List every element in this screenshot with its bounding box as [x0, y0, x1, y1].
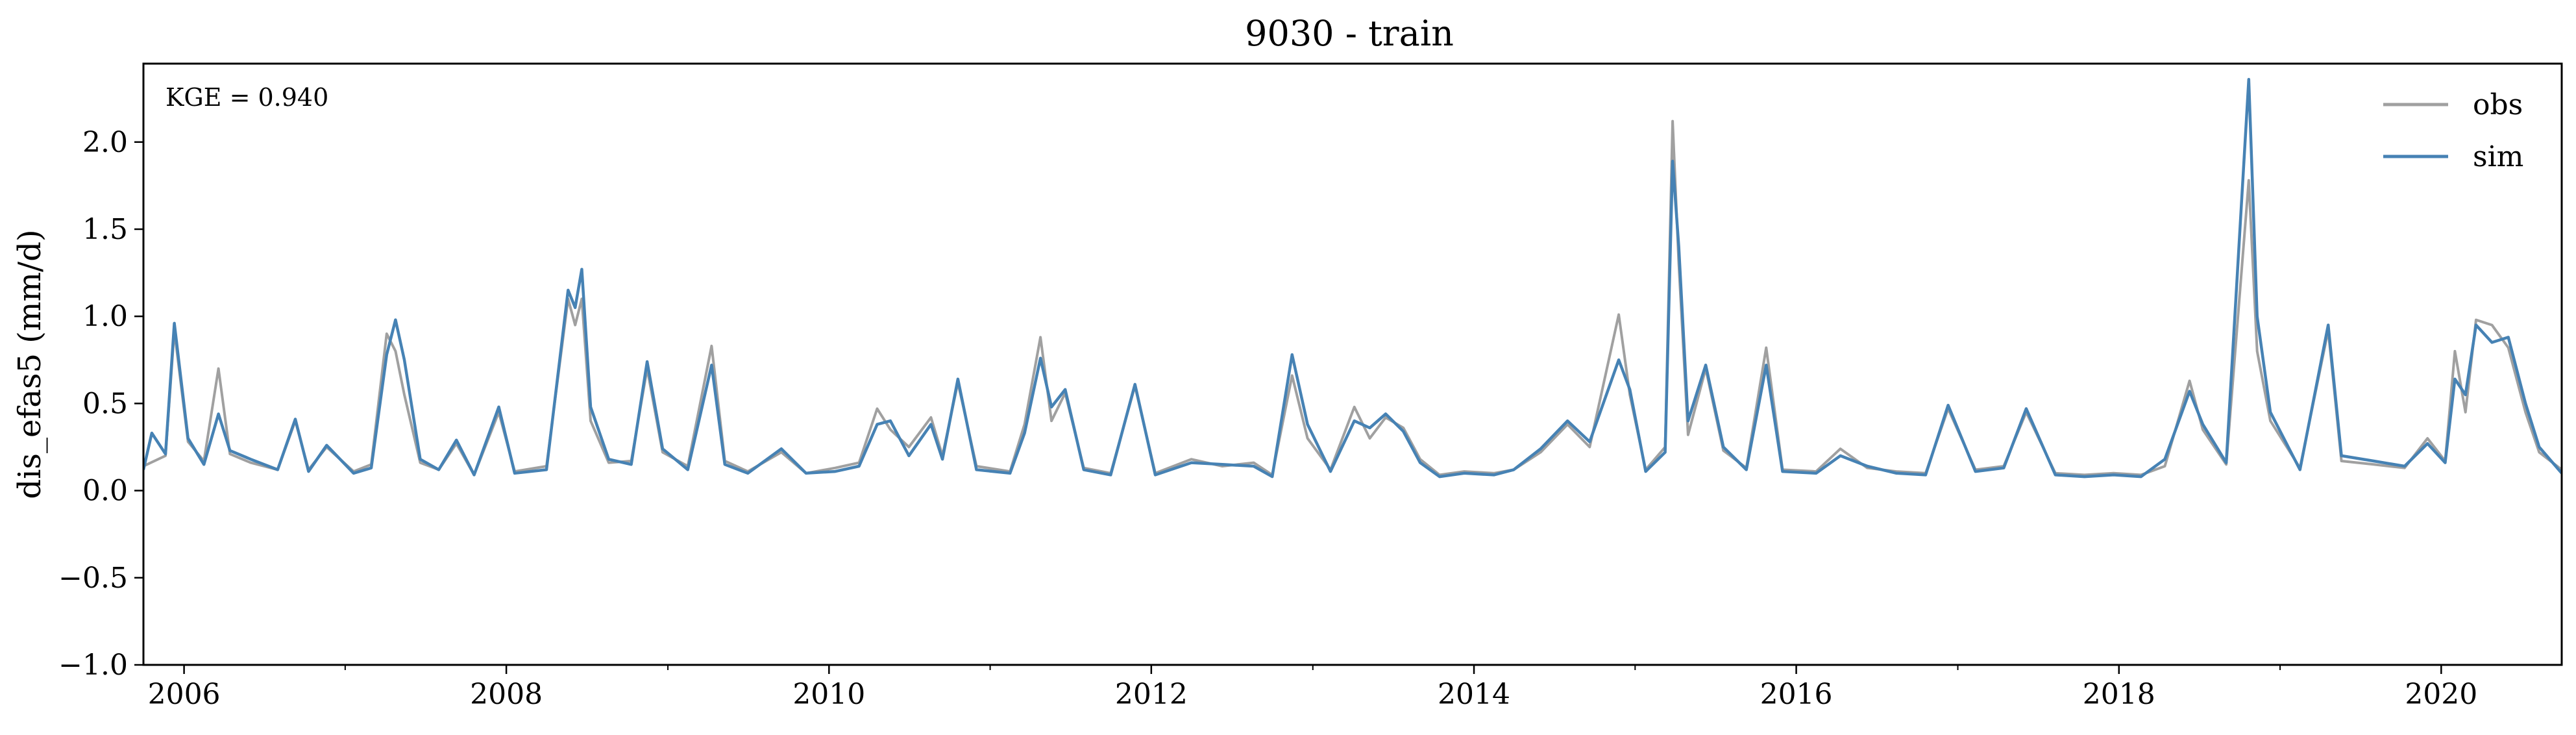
legend-label-obs: obs: [2473, 88, 2523, 121]
plot-frame: [142, 62, 2563, 666]
y-tick-label: 0.0: [82, 475, 128, 508]
legend: obs sim: [2383, 88, 2523, 173]
y-axis-label: dis_efas5 (mm/d): [12, 229, 48, 499]
x-tick-label: 2018: [2083, 678, 2155, 711]
x-tick-label: 2016: [1760, 678, 1833, 711]
y-tick-label: −1.0: [58, 649, 128, 682]
y-tick-label: 1.0: [82, 300, 128, 333]
x-tick-label: 2020: [2405, 678, 2477, 711]
x-tick-label: 2006: [148, 678, 221, 711]
y-axis: −1.0 −0.5 0.0 0.5 1.0 1.5 2.0: [58, 126, 143, 682]
y-tick-label: 0.5: [82, 387, 128, 420]
y-tick-label: −0.5: [58, 562, 128, 595]
x-tick-label: 2008: [470, 678, 543, 711]
x-tick-label: 2010: [792, 678, 865, 711]
y-tick-label: 2.0: [82, 126, 128, 159]
legend-label-sim: sim: [2473, 140, 2523, 173]
plot-area: [143, 77, 2562, 479]
y-tick-label: 1.5: [82, 213, 128, 246]
chart-title: 9030 - train: [1245, 13, 1454, 54]
x-tick-label: 2012: [1115, 678, 1188, 711]
kge-annotation: KGE = 0.940: [166, 83, 328, 112]
x-tick-label: 2014: [1438, 678, 1510, 711]
series-layer: [143, 77, 2562, 479]
x-axis: 2006 2008 2010 2012 2014 2016 2018 2020: [148, 665, 2477, 711]
series-line-sim: [143, 77, 2562, 479]
